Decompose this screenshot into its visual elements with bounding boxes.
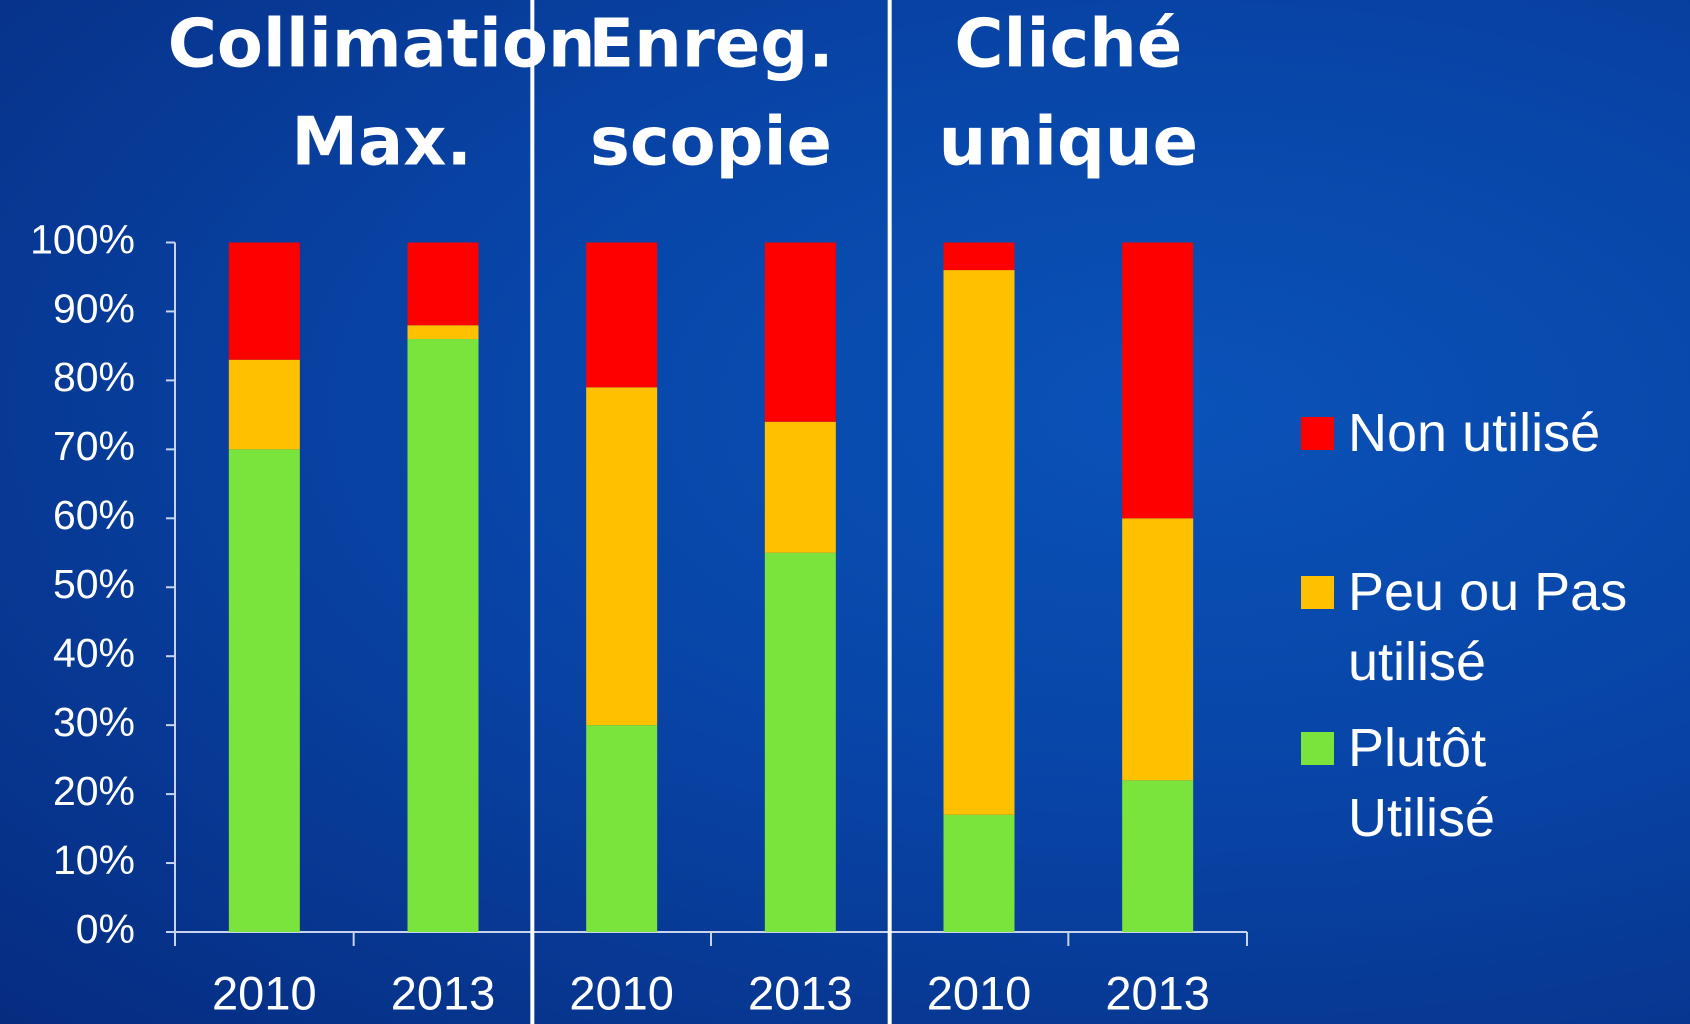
group-title: unique: [939, 103, 1198, 181]
group-title: Cliché: [954, 5, 1182, 83]
bar-segment: [407, 242, 479, 326]
y-tick-label: 100%: [30, 216, 135, 262]
legend-entry: Plutôt Utilisé: [1301, 713, 1558, 853]
y-tick-label: 80%: [53, 354, 135, 400]
legend-label: Plutôt Utilisé: [1348, 718, 1496, 848]
bar-segment: [1122, 518, 1194, 781]
group-title: Max.: [291, 103, 472, 181]
bar-segment: [586, 725, 658, 932]
bar-segment: [228, 359, 300, 450]
group-title: Enreg.: [588, 5, 833, 83]
y-tick-label: 60%: [53, 492, 135, 538]
bar-segment: [764, 421, 836, 553]
x-tick-label: 2010: [212, 966, 317, 1019]
legend-entry: Peu ou Pas utilisé: [1301, 557, 1678, 697]
legend-swatch: [1301, 576, 1334, 609]
x-tick-label: 2013: [391, 966, 496, 1019]
y-tick-label: 10%: [53, 837, 135, 883]
y-tick-label: 0%: [76, 906, 135, 952]
y-tick-label: 50%: [53, 561, 135, 607]
x-tick-label: 2010: [569, 966, 674, 1019]
bar-segment: [407, 339, 479, 932]
y-tick-label: 20%: [53, 768, 135, 814]
x-tick-label: 2010: [927, 966, 1032, 1019]
bar-segment: [943, 242, 1015, 271]
bar-segment: [586, 387, 658, 726]
bar-segment: [228, 449, 300, 932]
y-tick-label: 30%: [53, 699, 135, 745]
legend-entry: Non utilisé: [1301, 398, 1678, 468]
group-title: Collimation: [168, 5, 596, 83]
bar-segment: [764, 552, 836, 932]
x-tick-label: 2013: [748, 966, 853, 1019]
y-tick-label: 90%: [53, 285, 135, 331]
bar-segment: [228, 242, 300, 360]
y-tick-label: 70%: [53, 423, 135, 469]
legend-swatch: [1301, 732, 1334, 765]
bar-segment: [764, 242, 836, 422]
bar-segment: [943, 814, 1015, 932]
bar-segment: [1122, 242, 1194, 519]
bar-segment: [407, 325, 479, 340]
legend-swatch: [1301, 417, 1334, 450]
legend-label: Non utilisé: [1348, 403, 1601, 463]
bar-segment: [1122, 780, 1194, 932]
y-tick-label: 40%: [53, 630, 135, 676]
bar-segment: [943, 270, 1015, 815]
legend-label: Peu ou Pas utilisé: [1348, 562, 1628, 692]
group-title: scopie: [590, 103, 832, 181]
x-tick-label: 2013: [1105, 966, 1210, 1019]
bar-segment: [586, 242, 658, 388]
